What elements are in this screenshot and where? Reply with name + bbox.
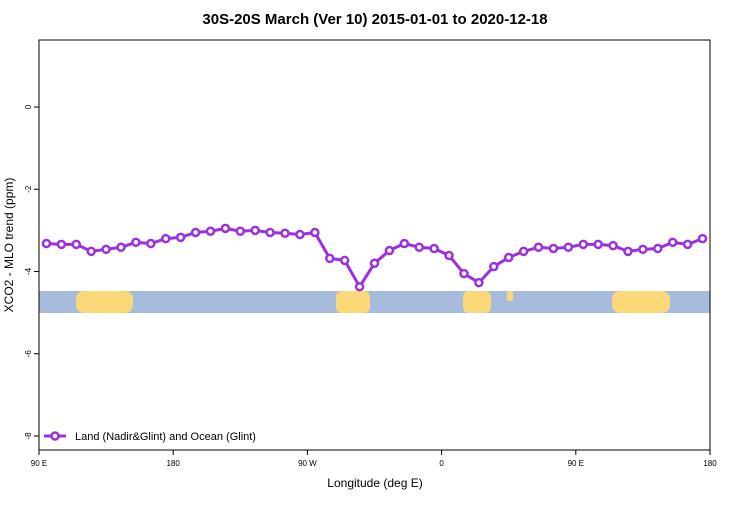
data-point <box>101 244 111 255</box>
legend-label: Land (Nadir&Glint) and Ocean (Glint) <box>75 431 256 443</box>
x-tick-label: 180 <box>703 459 717 468</box>
x-tick-label: 90 W <box>298 459 317 468</box>
x-axis-label: Longitude (deg E) <box>327 476 422 490</box>
data-point <box>205 226 216 236</box>
data-point <box>384 245 395 256</box>
data-point <box>459 268 469 279</box>
data-point <box>399 238 410 249</box>
data-point <box>265 227 275 238</box>
data-point <box>474 277 484 288</box>
series-line <box>46 226 704 290</box>
data-point <box>623 246 633 257</box>
data-point <box>533 242 544 253</box>
x-tick-label: 180 <box>167 459 181 468</box>
data-point <box>593 239 603 250</box>
y-axis-label: XCO2 - MLO trend (ppm) <box>2 178 16 313</box>
x-tick-label: 90 E <box>31 459 47 468</box>
y-tick-label: -6 <box>24 350 33 358</box>
data-point <box>250 225 260 236</box>
data-point <box>131 237 141 248</box>
y-tick-label: -2 <box>24 185 33 193</box>
y-tick-label: -8 <box>24 432 33 440</box>
data-point <box>653 243 663 254</box>
legend-marker <box>50 431 60 441</box>
data-point <box>235 226 246 236</box>
y-tick-label: 0 <box>24 104 33 109</box>
x-tick-label: 90 E <box>568 459 584 468</box>
data-point <box>563 242 574 253</box>
data-point <box>41 238 52 249</box>
data-point <box>638 244 648 255</box>
data-point <box>190 227 201 238</box>
data-point <box>503 252 514 263</box>
data-point <box>608 240 618 251</box>
data-point <box>548 243 559 254</box>
data-point <box>220 223 231 234</box>
data-point <box>697 233 708 244</box>
data-point <box>160 233 171 244</box>
data-point <box>414 242 424 253</box>
data-point <box>518 246 529 257</box>
data-point <box>667 237 678 248</box>
data-point <box>175 232 186 243</box>
data-point <box>369 258 380 269</box>
chart-title: 30S-20S March (Ver 10) 2015-01-01 to 202… <box>202 11 547 28</box>
data-point <box>280 228 290 239</box>
land-ocean-strip <box>39 291 710 313</box>
data-point <box>444 250 454 261</box>
x-tick-label: 0 <box>439 459 444 468</box>
data-point <box>116 242 126 253</box>
data-point <box>354 281 365 292</box>
data-point <box>146 238 156 249</box>
y-tick-label: -4 <box>24 267 33 275</box>
data-point <box>489 261 499 272</box>
legend: Land (Nadir&Glint) and Ocean (Glint) <box>44 431 256 443</box>
data-point <box>310 227 320 238</box>
data-point <box>325 253 335 264</box>
data-point <box>86 246 96 257</box>
data-point <box>295 229 305 240</box>
data-point <box>56 239 67 250</box>
data-point <box>429 243 439 254</box>
data-point <box>339 255 350 266</box>
plot-frame <box>38 39 711 451</box>
data-point <box>578 239 589 250</box>
data-point <box>682 239 693 250</box>
data-point <box>71 239 82 250</box>
